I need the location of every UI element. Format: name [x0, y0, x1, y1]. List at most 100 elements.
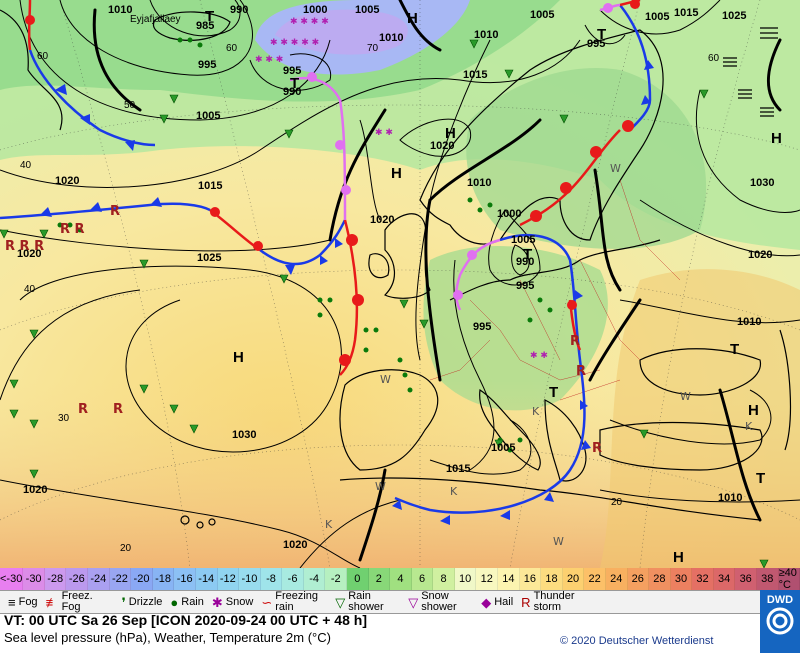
svg-text:K: K: [532, 405, 540, 418]
svg-text:✱ ✱: ✱ ✱: [530, 351, 548, 361]
scale-cell: -12: [217, 568, 240, 590]
isobar-label: 990: [283, 86, 302, 98]
scale-cell: -4: [303, 568, 326, 590]
scale-cell: 24: [605, 568, 628, 590]
legend-symbol-icon: ≡: [8, 594, 16, 610]
isobar-label: 1010: [108, 4, 133, 16]
svg-text:W: W: [380, 373, 391, 386]
pressure-center-label: H: [748, 402, 759, 419]
isobar-label: 1015: [446, 463, 471, 475]
isobar-label: 1005: [491, 442, 516, 454]
legend-item: ● Rain: [170, 596, 203, 609]
isobar-label: 1020: [283, 539, 308, 551]
isobar-label: 1000: [497, 208, 522, 220]
scale-cell: 34: [713, 568, 736, 590]
pressure-center-label: H: [673, 549, 684, 566]
svg-text:K: K: [450, 485, 458, 498]
scale-cell: -20: [131, 568, 153, 590]
dwd-logo-text: DWD: [766, 594, 794, 606]
pressure-center-label: H: [233, 349, 244, 366]
isobar-label: 1010: [379, 32, 404, 44]
legend-item: ✱ Snow: [211, 594, 253, 610]
scale-cell: 12: [476, 568, 499, 590]
legend-label: Freezing rain: [275, 590, 319, 613]
isobar-label: 1010: [474, 29, 499, 41]
legend-symbol-icon: ◆: [481, 594, 492, 610]
legend-symbol-icon: ∽: [261, 594, 273, 610]
legend-item: ▽ Snow shower: [408, 591, 473, 613]
pressure-center-label: H: [771, 130, 782, 147]
legend-item: ◆ Hail: [481, 594, 514, 610]
scale-cell: <-30: [0, 568, 24, 590]
legend-symbol-icon: ❜: [121, 594, 126, 610]
svg-text:R: R: [592, 441, 602, 456]
svg-text:R R: R R: [60, 222, 85, 237]
scale-cell: 32: [692, 568, 714, 590]
isotherm-label: 20: [611, 497, 623, 508]
weather-legend: ≡ Fog ≢ Freez. Fog ❜ Drizzle ● Rain ✱ Snow ∽ Freezi…: [0, 590, 760, 614]
pressure-center-label: T: [290, 75, 300, 92]
scale-cell: -30: [23, 568, 45, 590]
scale-cell: -18: [152, 568, 175, 590]
pressure-center-label: T: [205, 8, 215, 25]
isotherm-label: 40: [24, 284, 36, 295]
scale-cell: 22: [584, 568, 606, 590]
isotherm-label: 30: [58, 413, 70, 424]
legend-symbol-icon: ✱: [211, 594, 223, 610]
isobar-label: 1010: [467, 177, 492, 189]
scale-cell: -14: [195, 568, 218, 590]
scale-cell: ≥40 °C: [778, 567, 800, 591]
isobar-label: 1020: [430, 140, 455, 152]
scale-cell: -24: [88, 568, 110, 590]
isobar-label: 1010: [718, 492, 743, 504]
isotherm-label: 20: [120, 543, 132, 554]
isotherm-label: 60: [37, 51, 49, 62]
svg-text:✱ ✱ ✱ ✱: ✱ ✱ ✱ ✱: [290, 17, 329, 27]
isobar-label: 1025: [722, 10, 747, 22]
scale-cell: -10: [239, 568, 261, 590]
isobar-label: 1005: [511, 234, 536, 246]
valid-time: VT: 00 UTC Sa 26 Sep [ICON 2020-09-24 00…: [4, 612, 367, 628]
isobar-label: 1015: [674, 7, 699, 19]
isobar-label: 990: [516, 256, 535, 268]
svg-text:R: R: [576, 364, 586, 379]
isobar-label: 1020: [748, 249, 773, 261]
scale-cell: 10: [454, 568, 477, 590]
scale-cell: 18: [541, 568, 563, 590]
svg-text:✱ ✱ ✱: ✱ ✱ ✱: [255, 55, 283, 65]
legend-label: Rain shower: [348, 590, 384, 613]
isobar-label: 1000: [303, 4, 328, 16]
pressure-center-label: T: [523, 246, 533, 263]
isobar-label: 1005: [196, 110, 221, 122]
legend-label: Snow shower: [421, 590, 457, 613]
scale-cell: 4: [390, 568, 412, 590]
isobar-label: 1005: [530, 9, 555, 21]
isobar-label: 1005: [355, 4, 380, 16]
scale-cell: -2: [325, 568, 347, 590]
legend-symbol-icon: R: [521, 594, 531, 610]
isobar-label: 1020: [17, 248, 42, 260]
copyright: © 2020 Deutscher Wetterdienst: [560, 635, 714, 647]
weather-map: ✱ ✱ ✱ ✱ ✱ ✱ ✱ ✱ ✱ ✱ ✱ ✱ ✱ ✱ ✱ ✱ R R R R …: [0, 0, 800, 568]
svg-text:W: W: [610, 162, 621, 175]
legend-label: Hail: [494, 595, 514, 608]
pressure-center-label: T: [756, 470, 766, 487]
isobar-label: 1025: [197, 252, 222, 264]
svg-text:✱ ✱: ✱ ✱: [375, 128, 393, 138]
map-svg: ✱ ✱ ✱ ✱ ✱ ✱ ✱ ✱ ✱ ✱ ✱ ✱ ✱ ✱ ✱ ✱ R R R R …: [0, 0, 800, 568]
svg-text:W: W: [375, 480, 386, 493]
pressure-center-label: T: [549, 384, 559, 401]
isobar-label: 1010: [737, 316, 762, 328]
scale-cell: 30: [670, 568, 693, 590]
legend-symbol-icon: ▽: [335, 594, 346, 610]
legend-item: ≢ Freez. Fog: [46, 591, 114, 613]
isotherm-label: 40: [20, 160, 32, 171]
legend-label: Thunder storm: [533, 590, 575, 613]
isobar-label: 1030: [232, 429, 257, 441]
scale-cell: 2: [368, 568, 391, 590]
isobar-label: 1015: [198, 180, 223, 192]
legend-item: ∽ Freezing rain: [261, 591, 327, 613]
scale-cell: -28: [44, 568, 67, 590]
legend-item: ▽ Rain shower: [335, 591, 400, 613]
isobar-label: 1005: [645, 11, 670, 23]
